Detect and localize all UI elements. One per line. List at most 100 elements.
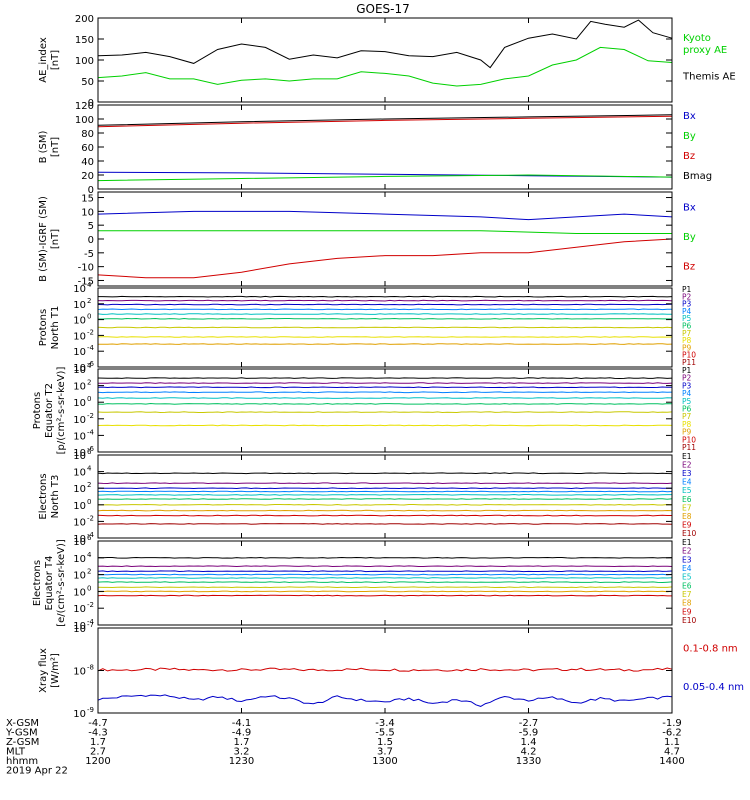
y-axis-label: Protons [38, 309, 49, 346]
y-tick-label: 20 [81, 171, 94, 182]
x-axis-value: 1300 [372, 756, 397, 767]
legend-label: E8 [682, 512, 692, 521]
series-line-e5 [97, 493, 672, 496]
x-axis-value: -5.5 [375, 728, 395, 739]
x-axis-row-label: X-GSM [6, 718, 39, 729]
y-axis-label: [p/(cm²-s-sr-keV)] [56, 367, 67, 455]
legend-label: P10 [682, 351, 696, 360]
legend-label: By [683, 131, 696, 142]
series-line-e2 [97, 565, 673, 568]
series-line-p4 [97, 308, 673, 311]
x-axis-value: 1330 [516, 756, 541, 767]
y-axis-label: [nT] [50, 229, 61, 249]
x-axis-row-label: Z-GSM [6, 737, 39, 748]
x-axis-value: 1230 [229, 756, 254, 767]
y-tick-label: 200 [75, 14, 94, 25]
legend-label: Bmag [683, 171, 712, 182]
legend-label: E8 [682, 599, 692, 608]
legend-label: E3 [682, 555, 692, 564]
legend-label: E5 [682, 486, 692, 495]
legend-label: P8 [682, 420, 692, 429]
y-tick-exponent: 0 [87, 395, 91, 403]
series-line-e2 [97, 482, 673, 485]
x-axis-row-label: hhmm [6, 756, 38, 767]
y-tick-label: -5 [84, 249, 94, 260]
series-line-bmag [97, 114, 673, 126]
legend-label: E7 [682, 590, 692, 599]
y-tick-label: 0 [88, 185, 94, 196]
y-tick-exponent: 2 [87, 481, 91, 489]
series-line-0-1-0-8-nm [97, 667, 673, 672]
y-tick-label: 10 [73, 587, 86, 598]
panel-3: -15 -10 -5 0 5 10 15 B (SM)-IGRF (SM) [nT] Bx By Bz [38, 191, 696, 287]
series-line-bx [97, 210, 673, 221]
y-axis-label: Electrons [38, 473, 49, 519]
legend-label: proxy AE [683, 45, 727, 56]
x-axis-value: 1.1 [664, 737, 680, 748]
y-tick-exponent: 4 [87, 362, 92, 370]
y-axis-label: [W/m²] [50, 653, 61, 688]
y-axis-label: [e/(cm²-s-sr-keV)] [56, 539, 67, 627]
legend-label: P4 [682, 389, 692, 398]
y-tick-exponent: -8 [87, 664, 94, 672]
y-tick-exponent: -2 [87, 601, 94, 609]
y-tick-label: 10 [73, 347, 86, 358]
y-axis-label: Protons [32, 392, 43, 429]
y-axis-label: [nT] [50, 137, 61, 157]
y-tick-label: -10 [78, 263, 94, 274]
y-tick-label: 60 [81, 143, 94, 154]
y-tick-label: 150 [75, 35, 94, 46]
legend-label: P7 [682, 412, 692, 421]
x-axis-row-label: MLT [6, 747, 26, 758]
legend-label: E2 [682, 461, 692, 470]
y-tick-label: 10 [73, 624, 86, 635]
y-tick-exponent: -2 [87, 412, 94, 420]
legend-label: 0.1-0.8 nm [683, 643, 738, 654]
legend-label: Bx [683, 111, 696, 122]
legend-label: P6 [682, 405, 692, 414]
x-axis-value: -3.4 [375, 718, 395, 729]
legend-label: E10 [682, 529, 697, 538]
x-axis-value: -1.9 [662, 718, 682, 729]
y-axis-label: North T1 [50, 306, 61, 350]
y-tick-exponent: 2 [87, 297, 91, 305]
y-axis-label: Equator T2 [44, 383, 55, 438]
y-tick-exponent: 6 [87, 534, 92, 542]
y-tick-exponent: -4 [87, 428, 95, 436]
series-line-p8 [97, 336, 673, 338]
series-line-e9 [97, 594, 672, 597]
y-tick-label: 5 [88, 221, 94, 232]
series-line-e9 [97, 514, 672, 517]
panel-frame [97, 17, 673, 103]
series-line-e10 [97, 523, 673, 525]
series-line-e6 [97, 498, 673, 500]
y-tick-label: 10 [73, 709, 86, 720]
series-line-e8 [98, 590, 673, 593]
series-line-e8 [97, 509, 673, 512]
series-line-p9 [98, 343, 673, 345]
x-axis-value: -4.7 [88, 718, 108, 729]
y-tick-exponent: -2 [87, 514, 94, 522]
legend-label: E9 [682, 607, 692, 616]
legend-label: P11 [682, 443, 696, 452]
y-tick-label: 10 [73, 363, 86, 374]
y-tick-label: 10 [73, 398, 86, 409]
y-tick-label: 10 [73, 554, 86, 565]
legend-label: P10 [682, 435, 696, 444]
y-axis-label: AE_index [38, 37, 49, 83]
x-axis-value: 2.7 [90, 747, 106, 758]
legend-label: P7 [682, 329, 692, 338]
x-axis-value: -6.2 [662, 728, 682, 739]
legend-label: Kyoto [683, 33, 711, 44]
legend-label: E7 [682, 503, 692, 512]
legend-label: E10 [682, 616, 697, 625]
legend-label: E3 [682, 469, 692, 478]
y-axis-label: North T3 [50, 475, 61, 519]
y-tick-exponent: -4 [87, 531, 95, 539]
series-line-e1 [97, 556, 673, 559]
y-tick-label: 10 [73, 621, 86, 632]
